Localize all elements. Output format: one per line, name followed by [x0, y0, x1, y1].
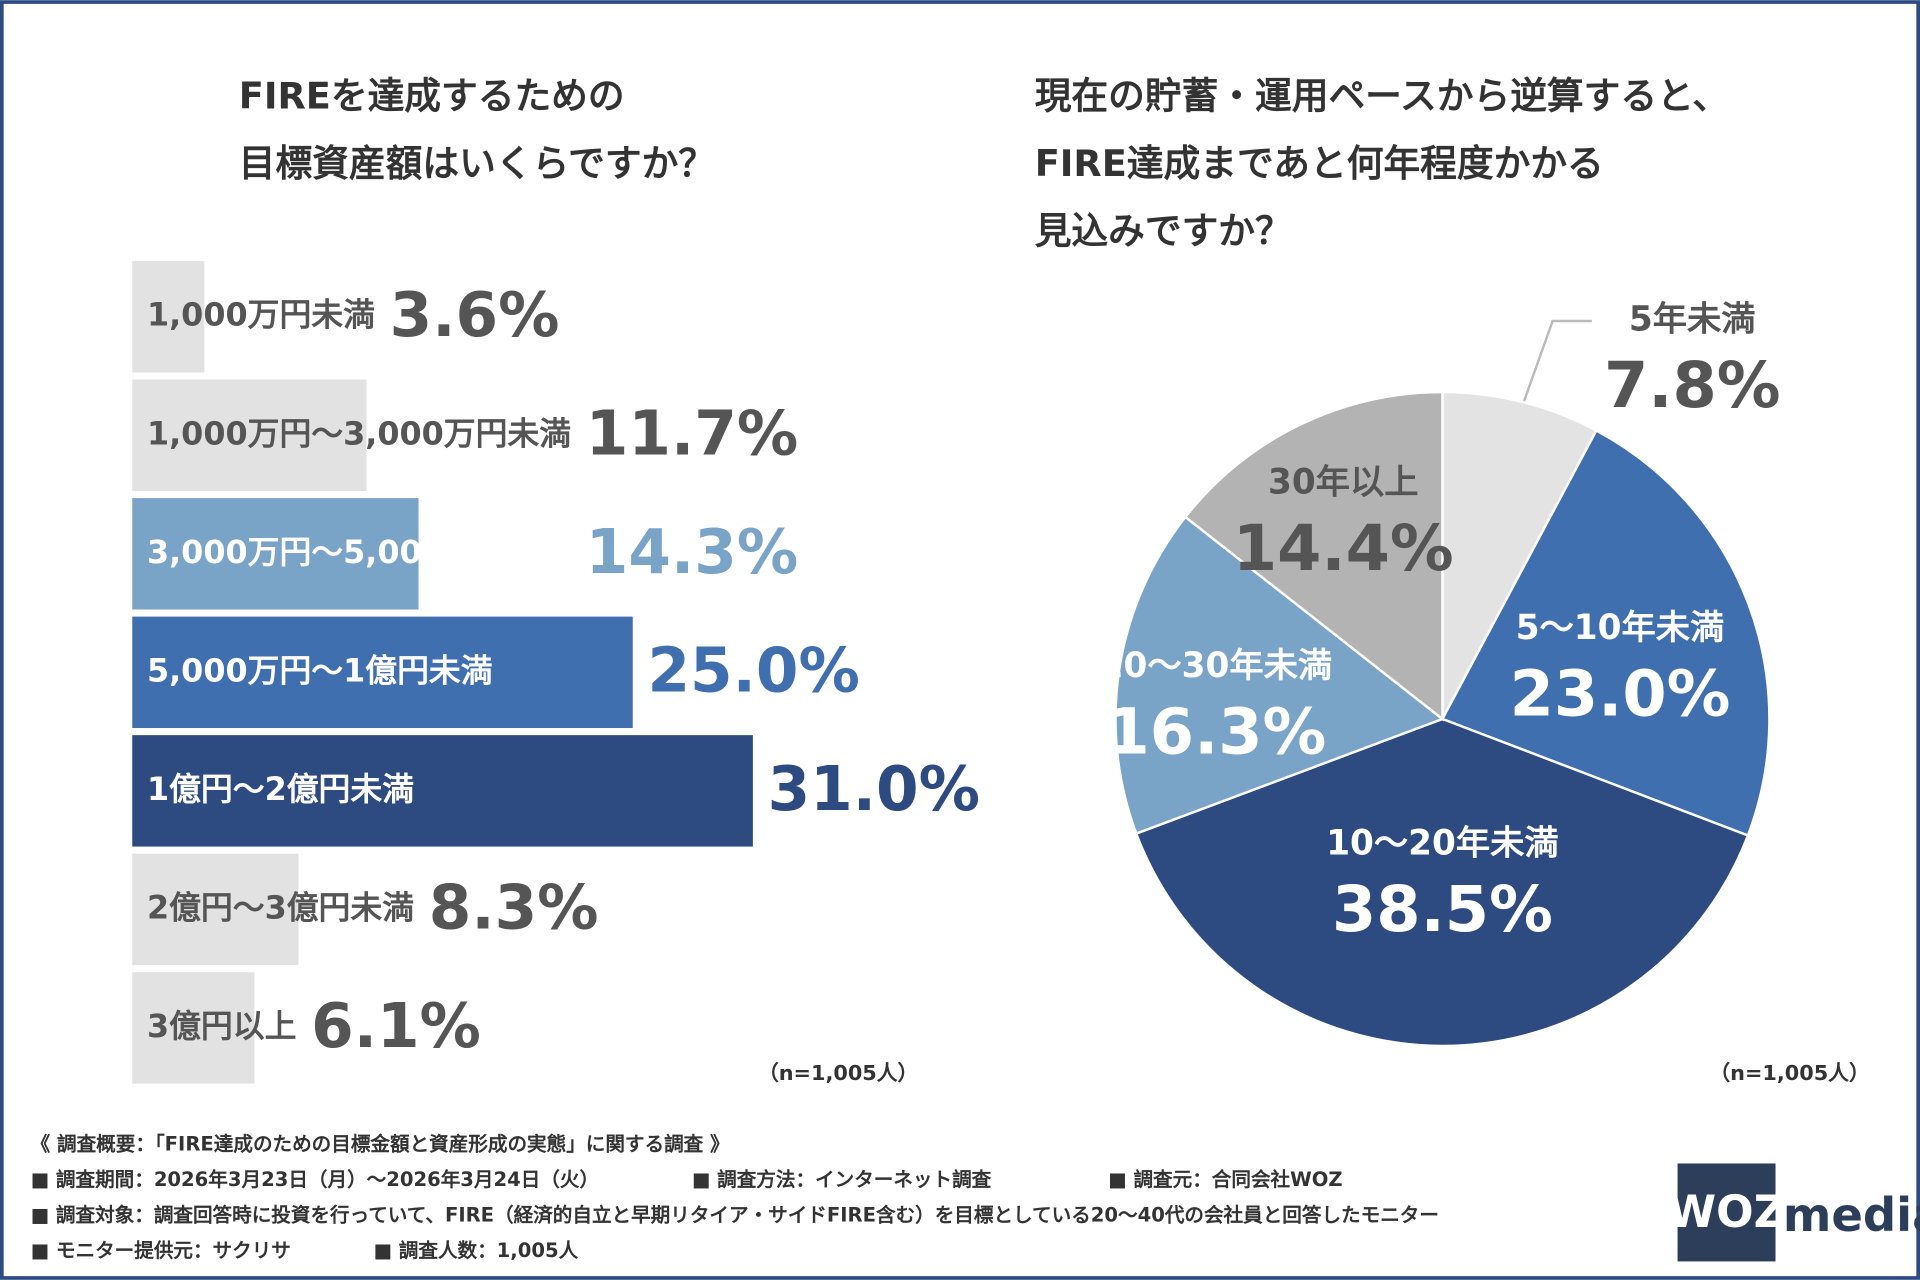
bar-label: 1,000万円〜3,000万円未満	[147, 414, 571, 452]
logo-box	[1677, 1163, 1776, 1262]
pie-slice	[1114, 515, 1445, 836]
plots: 1,000万円未満 3.6% 1,000万円〜3,000万円未満 11.7% 3,000…	[132, 261, 1781, 1084]
bar-label: 3億円以上	[147, 1007, 296, 1045]
bar-label: 5,000万円〜1億円未満	[147, 651, 493, 689]
value-label: 8.3%	[429, 872, 599, 943]
footer-item: ■ 調査対象：調査回答時に投資を行っていて、FIRE（経済的自立と早期リタイア・…	[31, 1204, 1439, 1227]
chart-title: 現在の貯蓄・運用ペースから逆算すると、	[1035, 75, 1729, 118]
bar-label: 3,000万円〜5,000万円未満	[147, 533, 571, 571]
bar-label: 1億円〜2億円未満	[147, 770, 414, 808]
value-label: 25.0%	[647, 635, 859, 706]
logo-text: media	[1783, 1188, 1920, 1242]
bar	[132, 972, 255, 1084]
chart-title: FIREを達成するための	[239, 75, 625, 118]
value-label: 11.7%	[586, 398, 798, 469]
sample-note: （n=1,005人）	[758, 1061, 918, 1085]
value-label: 3.6%	[390, 280, 560, 351]
chart-title: 見込みですか？	[1035, 209, 1292, 252]
bar	[132, 379, 367, 491]
leader-line	[1520, 319, 1592, 408]
sample-note: （n=1,005人）	[1709, 1061, 1869, 1085]
slice-value: 23.0%	[1510, 658, 1731, 732]
footer-item: ■ 調査人数：1,005人	[373, 1239, 578, 1262]
pie-slice	[1441, 390, 1598, 720]
chart-title: 目標資産額はいくらですか？	[239, 142, 715, 185]
bar	[132, 261, 205, 373]
footer-item: ■ 調査元：合同会社WOZ	[1108, 1168, 1342, 1191]
bar	[132, 498, 419, 610]
slice-value: 7.8%	[1604, 349, 1781, 423]
value-label: 14.3%	[586, 517, 798, 588]
slice-value: 14.4%	[1233, 512, 1454, 586]
value-label: 6.1%	[311, 991, 481, 1062]
pie-slice	[1134, 717, 1750, 1048]
value-label: 31.0%	[768, 754, 980, 825]
chart-title: FIRE達成まであと何年程度かかる	[1035, 142, 1604, 185]
slice-label: 20〜30年未満	[1100, 646, 1332, 686]
bar-label: 1,000万円未満	[147, 296, 375, 334]
bar	[132, 853, 299, 966]
footer-item: ■ 調査期間：2026年3月23日（月）～2026年3月24日（火）	[31, 1168, 599, 1191]
slice-label: 5〜10年未満	[1516, 608, 1725, 648]
bar-label: 2億円〜3億円未満	[147, 888, 414, 926]
footer-item: ■ 調査方法：インターネット調査	[692, 1168, 992, 1191]
pie-slice	[1440, 428, 1771, 838]
slice-label: 10〜20年未満	[1326, 824, 1558, 864]
bar	[132, 616, 633, 729]
pie-slice	[1183, 390, 1444, 722]
logo-mark: WOZ	[1667, 1187, 1785, 1238]
footer-item: ■ モニター提供元：サクリサ	[31, 1239, 291, 1262]
slice-label: 30年以上	[1268, 462, 1418, 502]
footer-heading: 《 調査概要：「FIRE達成のための目標金額と資産形成の実態」に関する調査 》	[31, 1133, 730, 1156]
slice-label: 5年未満	[1629, 300, 1756, 340]
slice-value: 38.5%	[1332, 873, 1553, 947]
slice-value: 16.3%	[1105, 696, 1326, 770]
bar	[132, 735, 753, 847]
